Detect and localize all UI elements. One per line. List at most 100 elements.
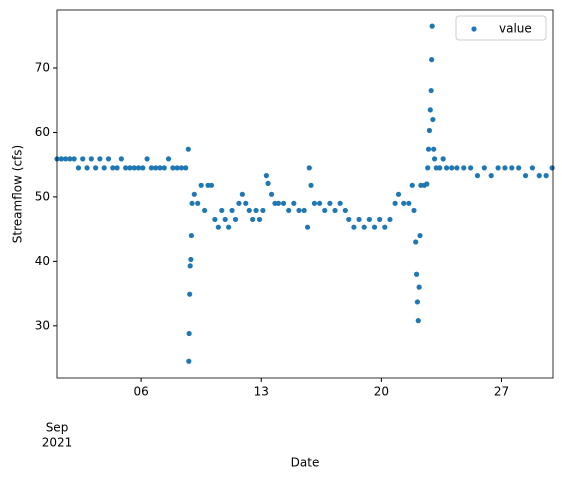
point [256, 216, 263, 223]
point [186, 330, 192, 337]
point [178, 165, 185, 171]
point [188, 232, 194, 239]
point [382, 224, 388, 230]
point [67, 156, 73, 162]
point [413, 239, 419, 245]
x-tick-label: 06 [133, 385, 148, 399]
point [416, 284, 422, 290]
point [260, 207, 266, 214]
point [75, 165, 82, 171]
point [198, 182, 204, 188]
point [62, 156, 69, 162]
point [332, 207, 338, 214]
point [157, 165, 163, 171]
point [417, 232, 423, 239]
point [543, 173, 549, 179]
point [356, 216, 362, 223]
point [431, 156, 438, 162]
point [392, 200, 398, 206]
point [424, 181, 430, 187]
point [250, 216, 256, 223]
point [413, 271, 420, 277]
point [427, 107, 433, 113]
point [342, 207, 348, 214]
point [474, 173, 481, 179]
point [236, 200, 242, 206]
point [322, 207, 328, 214]
point [488, 173, 494, 179]
legend-box [455, 15, 547, 41]
point [327, 200, 333, 206]
point [549, 165, 555, 171]
point [148, 165, 154, 171]
point [110, 165, 116, 171]
point [361, 224, 367, 230]
point [414, 299, 421, 305]
point [429, 23, 435, 29]
point [377, 216, 383, 223]
point [430, 116, 436, 123]
point [395, 191, 402, 197]
point [246, 207, 252, 214]
point [114, 165, 120, 171]
point [183, 165, 189, 171]
point [80, 156, 86, 162]
point [437, 165, 443, 171]
point [286, 207, 292, 214]
point [268, 191, 275, 197]
point [502, 165, 508, 171]
x-axis-label: Date [291, 456, 320, 470]
point [187, 263, 193, 269]
plot-frame [56, 9, 554, 379]
point [522, 173, 529, 179]
point [425, 146, 432, 152]
point [495, 165, 501, 171]
y-tick-label: 30 [35, 318, 50, 332]
point [351, 224, 357, 230]
x-tick-label: 27 [494, 385, 509, 399]
point [186, 358, 192, 364]
point [165, 156, 172, 162]
point [406, 200, 412, 206]
y-axis-label: Streamflow (cfs) [11, 145, 25, 243]
point [58, 156, 64, 162]
point [529, 165, 536, 171]
point [401, 200, 407, 206]
y-tick-label: 40 [35, 254, 50, 268]
point [144, 156, 150, 162]
point [208, 182, 215, 188]
point [440, 156, 446, 162]
point [468, 165, 474, 171]
point [516, 165, 522, 171]
y-tick-label: 60 [35, 125, 50, 139]
point [88, 156, 94, 162]
point [509, 165, 515, 171]
point [426, 127, 433, 134]
x-sublabel: 2021 [42, 436, 73, 450]
point [311, 200, 318, 206]
point [411, 207, 417, 214]
point [291, 200, 297, 206]
x-tick-label: 20 [374, 385, 389, 399]
x-tick-label: 13 [254, 385, 269, 399]
point [201, 207, 208, 214]
point [425, 165, 431, 171]
point [174, 165, 180, 171]
point [239, 191, 245, 197]
point [232, 216, 239, 223]
point [170, 165, 176, 171]
point [275, 200, 281, 206]
point [265, 180, 271, 186]
point [415, 318, 421, 324]
point [454, 165, 460, 171]
point [101, 165, 107, 171]
point [222, 216, 228, 223]
point [212, 216, 218, 223]
point [280, 200, 287, 206]
point [97, 156, 103, 162]
point [253, 207, 259, 214]
point [243, 200, 249, 206]
point [481, 165, 487, 171]
point [443, 165, 450, 171]
